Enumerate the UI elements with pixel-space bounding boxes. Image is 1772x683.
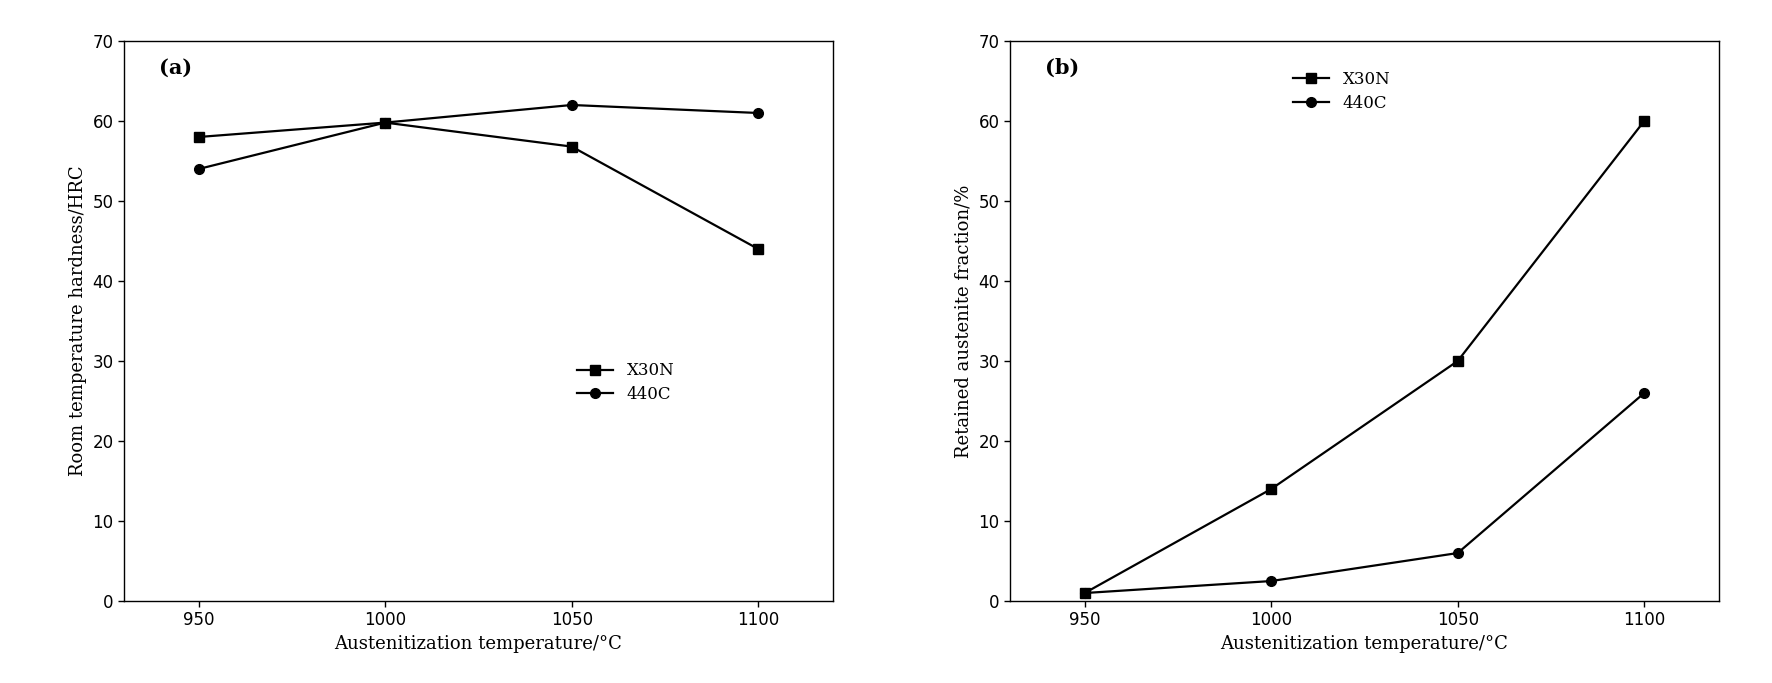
Text: (a): (a) [159, 58, 193, 78]
Line: 440C: 440C [1079, 388, 1650, 598]
440C [1634, 389, 1655, 397]
440C [1260, 577, 1281, 585]
X-axis label: Austenitization temperature/°C: Austenitization temperature/°C [1221, 635, 1508, 653]
440C [562, 101, 583, 109]
Y-axis label: Retained austenite fraction/%: Retained austenite fraction/% [955, 184, 973, 458]
X30N [748, 245, 769, 253]
X30N [1074, 589, 1095, 597]
X30N [374, 118, 395, 126]
Y-axis label: Room temperature hardness/HRC: Room temperature hardness/HRC [69, 166, 87, 476]
X30N [1634, 117, 1655, 125]
440C [1074, 589, 1095, 597]
Text: (b): (b) [1045, 58, 1079, 78]
Legend: X30N, 440C: X30N, 440C [1288, 66, 1396, 117]
X-axis label: Austenitization temperature/°C: Austenitization temperature/°C [335, 635, 622, 653]
Line: 440C: 440C [193, 100, 764, 174]
440C [188, 165, 209, 173]
X30N [1448, 357, 1469, 365]
X30N [188, 133, 209, 141]
440C [748, 109, 769, 117]
X30N [562, 143, 583, 151]
Legend: X30N, 440C: X30N, 440C [572, 357, 680, 408]
440C [374, 118, 395, 126]
X30N [1260, 485, 1281, 493]
Line: X30N: X30N [193, 117, 764, 254]
Line: X30N: X30N [1079, 116, 1650, 598]
440C [1448, 549, 1469, 557]
